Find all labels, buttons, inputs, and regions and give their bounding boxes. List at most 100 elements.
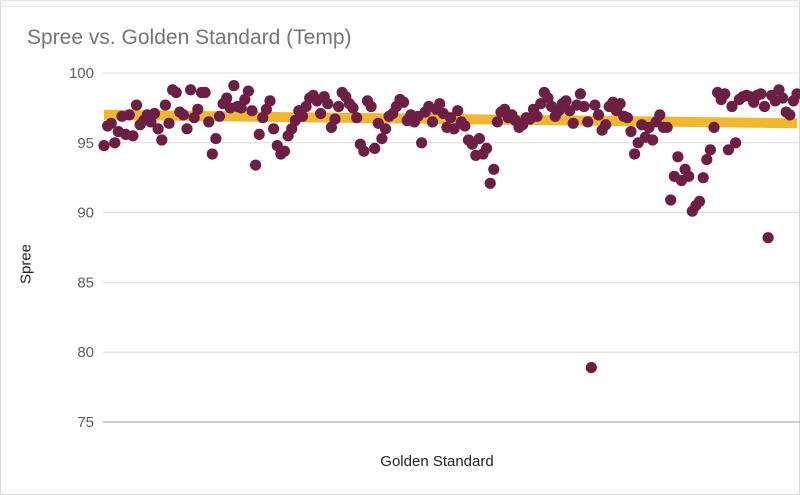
data-point [722, 144, 735, 156]
y-tick-label-75: 75 [77, 414, 94, 431]
data-point [329, 113, 341, 125]
data-point [221, 92, 233, 104]
data-point [253, 128, 265, 140]
y-tick-label-100: 100 [69, 65, 94, 82]
data-point [358, 145, 370, 157]
data-point [322, 98, 334, 110]
data-point [484, 177, 496, 189]
data-point [777, 92, 789, 104]
data-point [98, 140, 110, 152]
data-point [452, 105, 464, 117]
data-point [192, 103, 204, 115]
data-point [654, 109, 666, 121]
data-point [416, 137, 428, 149]
data-point [213, 110, 226, 122]
data-point [578, 100, 590, 113]
y-tick-label-85: 85 [77, 274, 94, 291]
data-point [148, 107, 161, 120]
data-point [647, 134, 659, 146]
data-point [701, 154, 713, 166]
data-point [625, 126, 637, 138]
data-point [708, 121, 720, 133]
data-point [791, 88, 800, 100]
data-point [264, 95, 276, 107]
data-point [589, 99, 601, 111]
data-point [235, 102, 247, 114]
data-point [246, 105, 258, 117]
data-point [242, 85, 254, 97]
data-point [704, 144, 717, 156]
data-point [181, 123, 193, 135]
data-point [177, 109, 189, 121]
data-point [726, 100, 738, 113]
x-axis-label: Golden Standard [380, 453, 494, 470]
data-point [203, 116, 215, 128]
data-point [697, 172, 709, 184]
data-point [159, 99, 171, 111]
chart-title: Spree vs. Golden Standard (Temp) [27, 26, 352, 49]
data-point [459, 120, 471, 132]
data-point [379, 123, 392, 135]
y-tick-labels: 75 80 85 90 95 100 [69, 65, 94, 431]
data-point [206, 148, 218, 160]
data-point [376, 133, 388, 145]
data-point [426, 116, 439, 128]
data-point [210, 133, 222, 145]
data-point [369, 142, 381, 154]
data-point [130, 99, 143, 111]
data-point [250, 159, 262, 171]
gridlines [103, 72, 800, 423]
data-point [629, 148, 641, 160]
data-point [163, 117, 175, 129]
data-point [109, 137, 121, 149]
data-point [755, 88, 767, 100]
data-point [481, 142, 493, 154]
data-point [491, 116, 503, 128]
data-point [365, 100, 377, 113]
data-point [278, 145, 291, 157]
data-point [268, 123, 280, 135]
data-point [473, 133, 485, 145]
data-point [170, 86, 182, 99]
data-point [693, 195, 706, 207]
data-point [398, 96, 410, 108]
data-point [719, 88, 731, 100]
data-point [730, 137, 742, 149]
y-tick-label-90: 90 [77, 205, 94, 222]
data-point [156, 134, 168, 146]
data-point [228, 80, 240, 92]
data-point [488, 163, 500, 175]
data-point [351, 112, 363, 124]
data-points [98, 80, 800, 374]
data-point [448, 123, 460, 135]
data-point [614, 98, 626, 110]
data-point [531, 110, 543, 122]
top-strip [0, 0, 800, 7]
data-point [199, 86, 211, 99]
data-point [582, 116, 594, 128]
data-point [600, 119, 612, 131]
data-point [300, 100, 312, 113]
data-point [315, 107, 327, 120]
data-point [105, 117, 117, 129]
data-point [784, 109, 796, 121]
data-point [145, 116, 157, 128]
data-point [621, 112, 634, 124]
data-point [672, 151, 684, 163]
data-point [567, 117, 579, 129]
data-point [260, 103, 272, 115]
data-point [574, 88, 587, 100]
data-point [333, 100, 345, 113]
data-point [123, 109, 135, 121]
data-point [239, 93, 251, 106]
data-point [758, 100, 771, 113]
data-point [185, 84, 197, 96]
data-point [347, 102, 359, 114]
data-point [585, 362, 597, 374]
y-tick-label-95: 95 [77, 135, 94, 152]
data-point [444, 112, 457, 124]
data-point [152, 123, 164, 135]
data-point [683, 170, 695, 182]
data-point [665, 194, 677, 206]
